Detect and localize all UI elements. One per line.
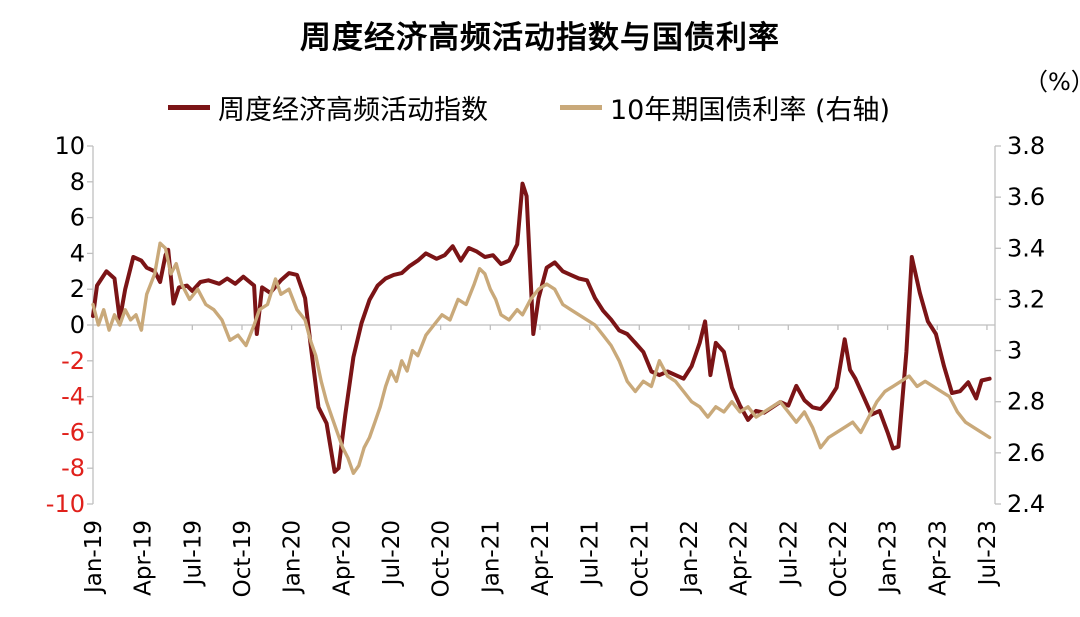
right-tick-label: 3.8 [1007,132,1045,160]
right-tick-label: 2.8 [1007,388,1045,416]
right-tick-label: 3.6 [1007,183,1045,211]
legend-swatch-activity-index [168,105,210,110]
x-tick-label: Jan-23 [876,520,902,595]
chart-tick-labels: -10 -8 -6 -4 -2 0 2 4 6 8 10 2.4 2.6 2.8 3 3.2 3.4 3.6 3.8… [46,132,1045,597]
series-line-activity-index [91,181,992,474]
right-tick-label: 3.4 [1007,234,1045,262]
left-tick-label: -4 [61,383,85,411]
x-tick-label: Jul-23 [975,520,1001,587]
x-tick-label: Jan-19 [81,520,107,595]
x-tick-label: Jul-20 [379,520,405,587]
right-tick-label: 3 [1007,337,1022,365]
right-tick-label: 2.6 [1007,439,1045,467]
x-tick-label: Oct-19 [230,520,256,597]
left-tick-label: -8 [61,454,85,482]
chart-legend: 周度经济高频活动指数 10年期国债利率 (右轴) [0,88,1080,128]
legend-swatch-bond-yield [560,105,602,110]
series-line-bond-yield [91,241,992,475]
legend-item-activity-index: 周度经济高频活动指数 [168,88,488,127]
x-tick-label: Jan-22 [677,520,703,595]
right-tick-label: 3.2 [1007,285,1045,313]
x-tick-label: Oct-20 [429,520,455,597]
left-tick-label: -2 [61,347,85,375]
x-tick-label: Jul-21 [578,520,604,587]
chart-title: 周度经济高频活动指数与国债利率 [300,20,780,56]
right-tick-label: 2.4 [1007,490,1045,518]
left-tick-label: -10 [46,490,85,518]
left-tick-label: -6 [61,418,85,446]
left-tick-label: 0 [70,311,85,339]
left-tick-label: 4 [70,239,85,267]
x-tick-label: Jul-19 [180,520,206,587]
left-tick-label: 2 [70,275,85,303]
right-axis-unit: （%） [1024,68,1080,96]
chart-series [91,181,992,475]
legend-label-activity-index: 周度经济高频活动指数 [218,95,488,126]
x-tick-label: Jan-20 [280,520,306,595]
legend-label-bond-yield: 10年期国债利率 (右轴) [610,95,891,126]
chart-axes [87,145,1001,505]
left-tick-label: 10 [54,132,85,160]
left-tick-label: 6 [70,204,85,232]
x-tick-label: Apr-21 [528,520,554,596]
x-tick-label: Oct-22 [826,520,852,597]
x-tick-label: Jan-21 [478,520,504,595]
x-tick-label: Oct-21 [627,520,653,597]
legend-item-bond-yield: 10年期国债利率 (右轴) [560,88,890,127]
x-tick-label: Apr-23 [925,520,951,596]
x-tick-label: Apr-19 [131,520,157,596]
x-tick-label: Apr-20 [329,520,355,596]
x-tick-label: Jul-22 [776,520,802,587]
left-tick-label: 8 [70,168,85,196]
x-tick-label: Apr-22 [727,520,753,596]
